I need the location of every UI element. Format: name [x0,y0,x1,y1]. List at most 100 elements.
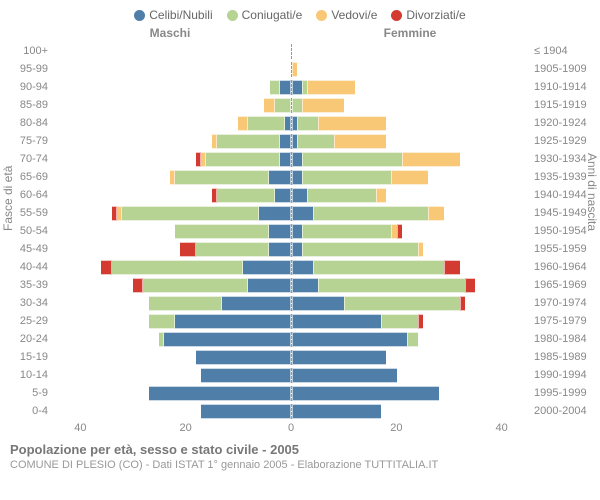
bar-segment [280,152,291,167]
bar-segment [133,278,144,293]
ylabel-left: Fasce di età [1,166,15,231]
legend-swatch [316,10,327,21]
pyramid-row: 75-791925-1929 [10,132,590,150]
bar-segment [292,188,308,203]
age-label: 0-4 [10,405,54,417]
x-tick: 40 [74,422,86,434]
bar-female [292,242,529,257]
x-tick: 0 [288,422,294,434]
pyramid-row: 60-641940-1944 [10,186,590,204]
legend-item: Vedovi/e [316,8,377,22]
bar-zone [54,152,528,167]
bar-segment [238,116,249,131]
bar-segment [270,80,281,95]
year-label: 2000-2004 [528,405,590,417]
year-label: 1910-1914 [528,81,590,93]
pyramid-row: 0-4 2000-2004 [10,402,590,420]
bar-male [54,242,292,257]
bar-male [54,368,292,383]
age-label: 100+ [10,45,54,57]
footer-subtitle: COMUNE DI PLESIO (CO) - Dati ISTAT 1° ge… [10,459,590,471]
age-label: 55-59 [10,207,54,219]
age-label: 40-44 [10,261,54,273]
bar-segment [248,278,290,293]
pyramid-row: 30-341970-1974 [10,294,590,312]
bar-segment [180,242,196,257]
bar-female [292,278,529,293]
bar-zone [54,314,528,329]
bar-segment [292,80,303,95]
bar-segment [381,314,418,329]
age-label: 85-89 [10,99,54,111]
bar-segment [307,188,375,203]
bar-segment [397,224,402,239]
bar-segment [302,98,344,113]
bar-segment [269,224,290,239]
year-label: 1905-1909 [528,63,590,75]
pyramid-row: 65-691935-1939 [10,168,590,186]
bar-zone [54,368,528,383]
x-tick: 20 [390,422,402,434]
ylabel-right: Anni di nascita [585,153,599,231]
bar-segment [418,242,423,257]
bar-segment [334,134,387,149]
bar-segment [264,98,275,113]
bar-segment [292,278,318,293]
pyramid-row: 10-141990-1994 [10,366,590,384]
age-label: 95-99 [10,63,54,75]
bar-segment [292,350,387,365]
pyramid-row: 85-891915-1919 [10,96,590,114]
bar-segment [175,170,270,185]
bar-segment [269,242,290,257]
bar-female [292,152,529,167]
bar-female [292,62,529,77]
bar-zone [54,404,528,419]
bar-segment [297,134,334,149]
bar-segment [402,152,460,167]
bar-male [54,314,292,329]
bar-female [292,116,529,131]
pyramid-row: 80-841920-1924 [10,114,590,132]
bar-segment [313,206,429,221]
bar-zone [54,260,528,275]
year-label: 1975-1979 [528,315,590,327]
age-label: 35-39 [10,279,54,291]
bar-female [292,170,529,185]
bar-segment [376,188,387,203]
year-label: 1920-1924 [528,117,590,129]
bar-segment [175,314,291,329]
bar-segment [292,332,408,347]
age-label: 15-19 [10,351,54,363]
year-label: 1955-1959 [528,243,590,255]
bar-male [54,152,292,167]
footer-title: Popolazione per età, sesso e stato civil… [10,442,590,457]
pyramid-row: 70-741930-1934 [10,150,590,168]
year-label: 1985-1989 [528,351,590,363]
bar-segment [275,188,291,203]
bar-segment [292,242,303,257]
chart-area: Fasce di età Anni di nascita 100+≤ 19049… [10,42,590,420]
bar-segment [275,98,291,113]
pyramid-row: 35-39 1965-1969 [10,276,590,294]
bar-female [292,98,529,113]
bar-segment [302,152,402,167]
bar-segment [292,404,381,419]
age-label: 60-64 [10,189,54,201]
bar-female [292,368,529,383]
bar-segment [206,152,280,167]
side-titles: Maschi Femmine [10,26,590,40]
bar-zone [54,62,528,77]
year-label: 1965-1969 [528,279,590,291]
bar-female [292,350,529,365]
age-label: 50-54 [10,225,54,237]
bar-male [54,188,292,203]
bar-zone [54,80,528,95]
age-label: 70-74 [10,153,54,165]
bar-segment [196,242,270,257]
bar-segment [302,242,418,257]
bar-segment [101,260,112,275]
bar-zone [54,296,528,311]
bar-zone [54,134,528,149]
year-label: 1950-1954 [528,225,590,237]
x-tick: 20 [180,422,192,434]
